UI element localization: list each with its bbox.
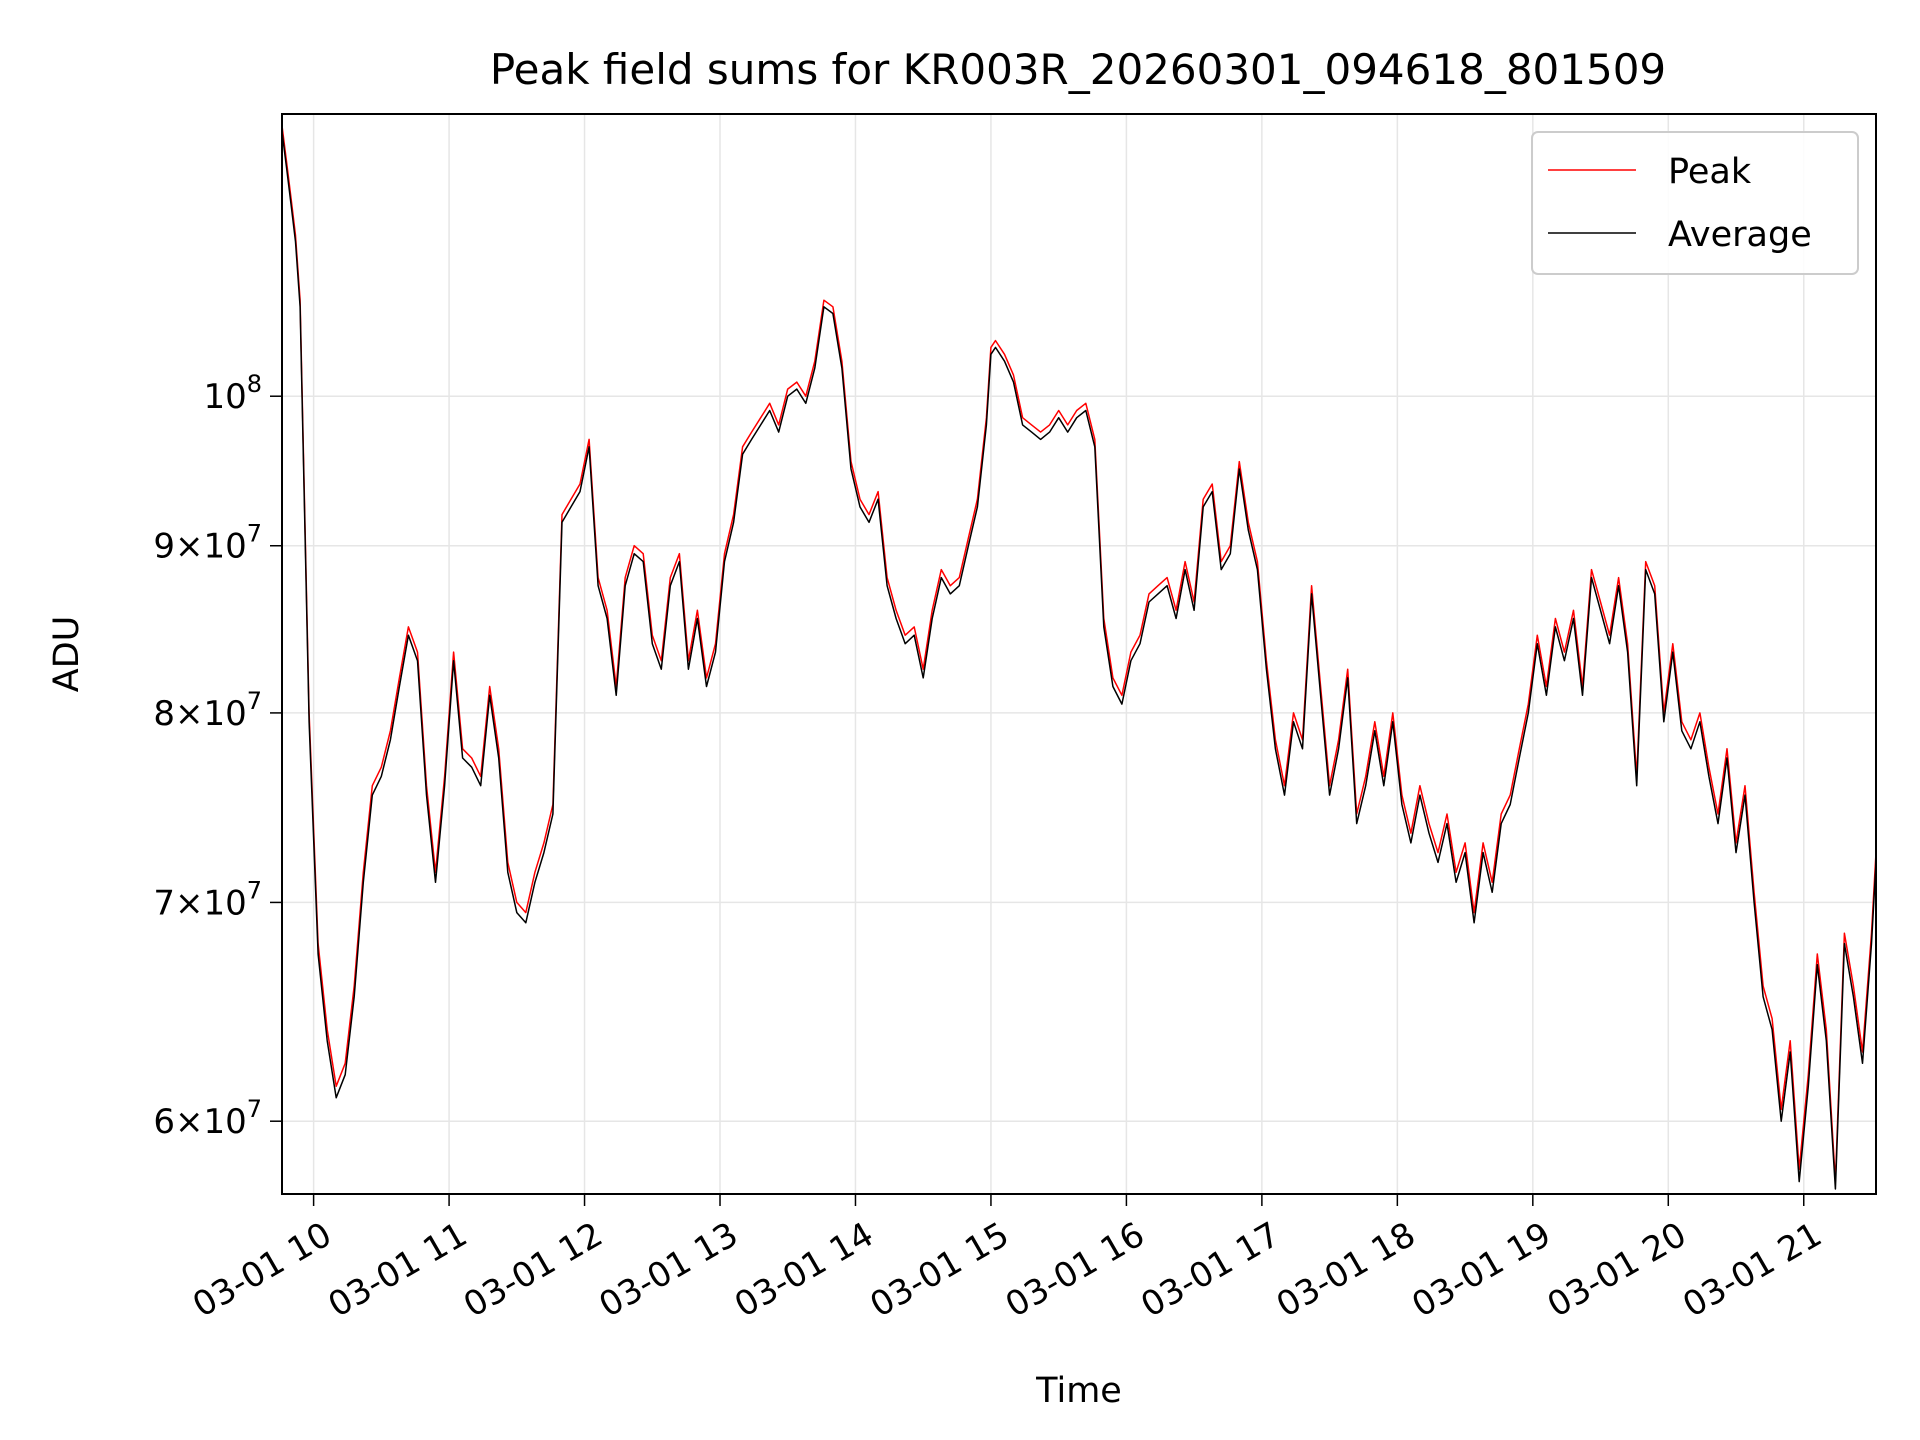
series-line-peak bbox=[282, 125, 1876, 1183]
grid-lines bbox=[282, 114, 1876, 1194]
legend-box bbox=[1531, 131, 1859, 275]
y-tick-label: 9×107 bbox=[153, 520, 262, 567]
x-axis-label: Time bbox=[1035, 1371, 1122, 1411]
y-tick-label: 6×107 bbox=[153, 1095, 262, 1142]
legend: Peak Average bbox=[1531, 131, 1859, 275]
chart-title: Peak field sums for KR003R_20260301_0946… bbox=[490, 45, 1666, 94]
series-line-average bbox=[282, 131, 1876, 1190]
plot-frame bbox=[281, 113, 1877, 1195]
y-tick-label: 8×107 bbox=[153, 687, 262, 734]
legend-label-average: Average bbox=[1668, 215, 1812, 255]
y-axis: 6×107 7×107 8×107 9×107 108 bbox=[153, 370, 282, 1142]
y-tick-label: 108 bbox=[203, 370, 262, 417]
legend-label-peak: Peak bbox=[1668, 152, 1752, 192]
y-axis-label: ADU bbox=[47, 616, 87, 693]
y-tick-label: 7×107 bbox=[153, 876, 262, 923]
series-layer bbox=[282, 125, 1876, 1190]
